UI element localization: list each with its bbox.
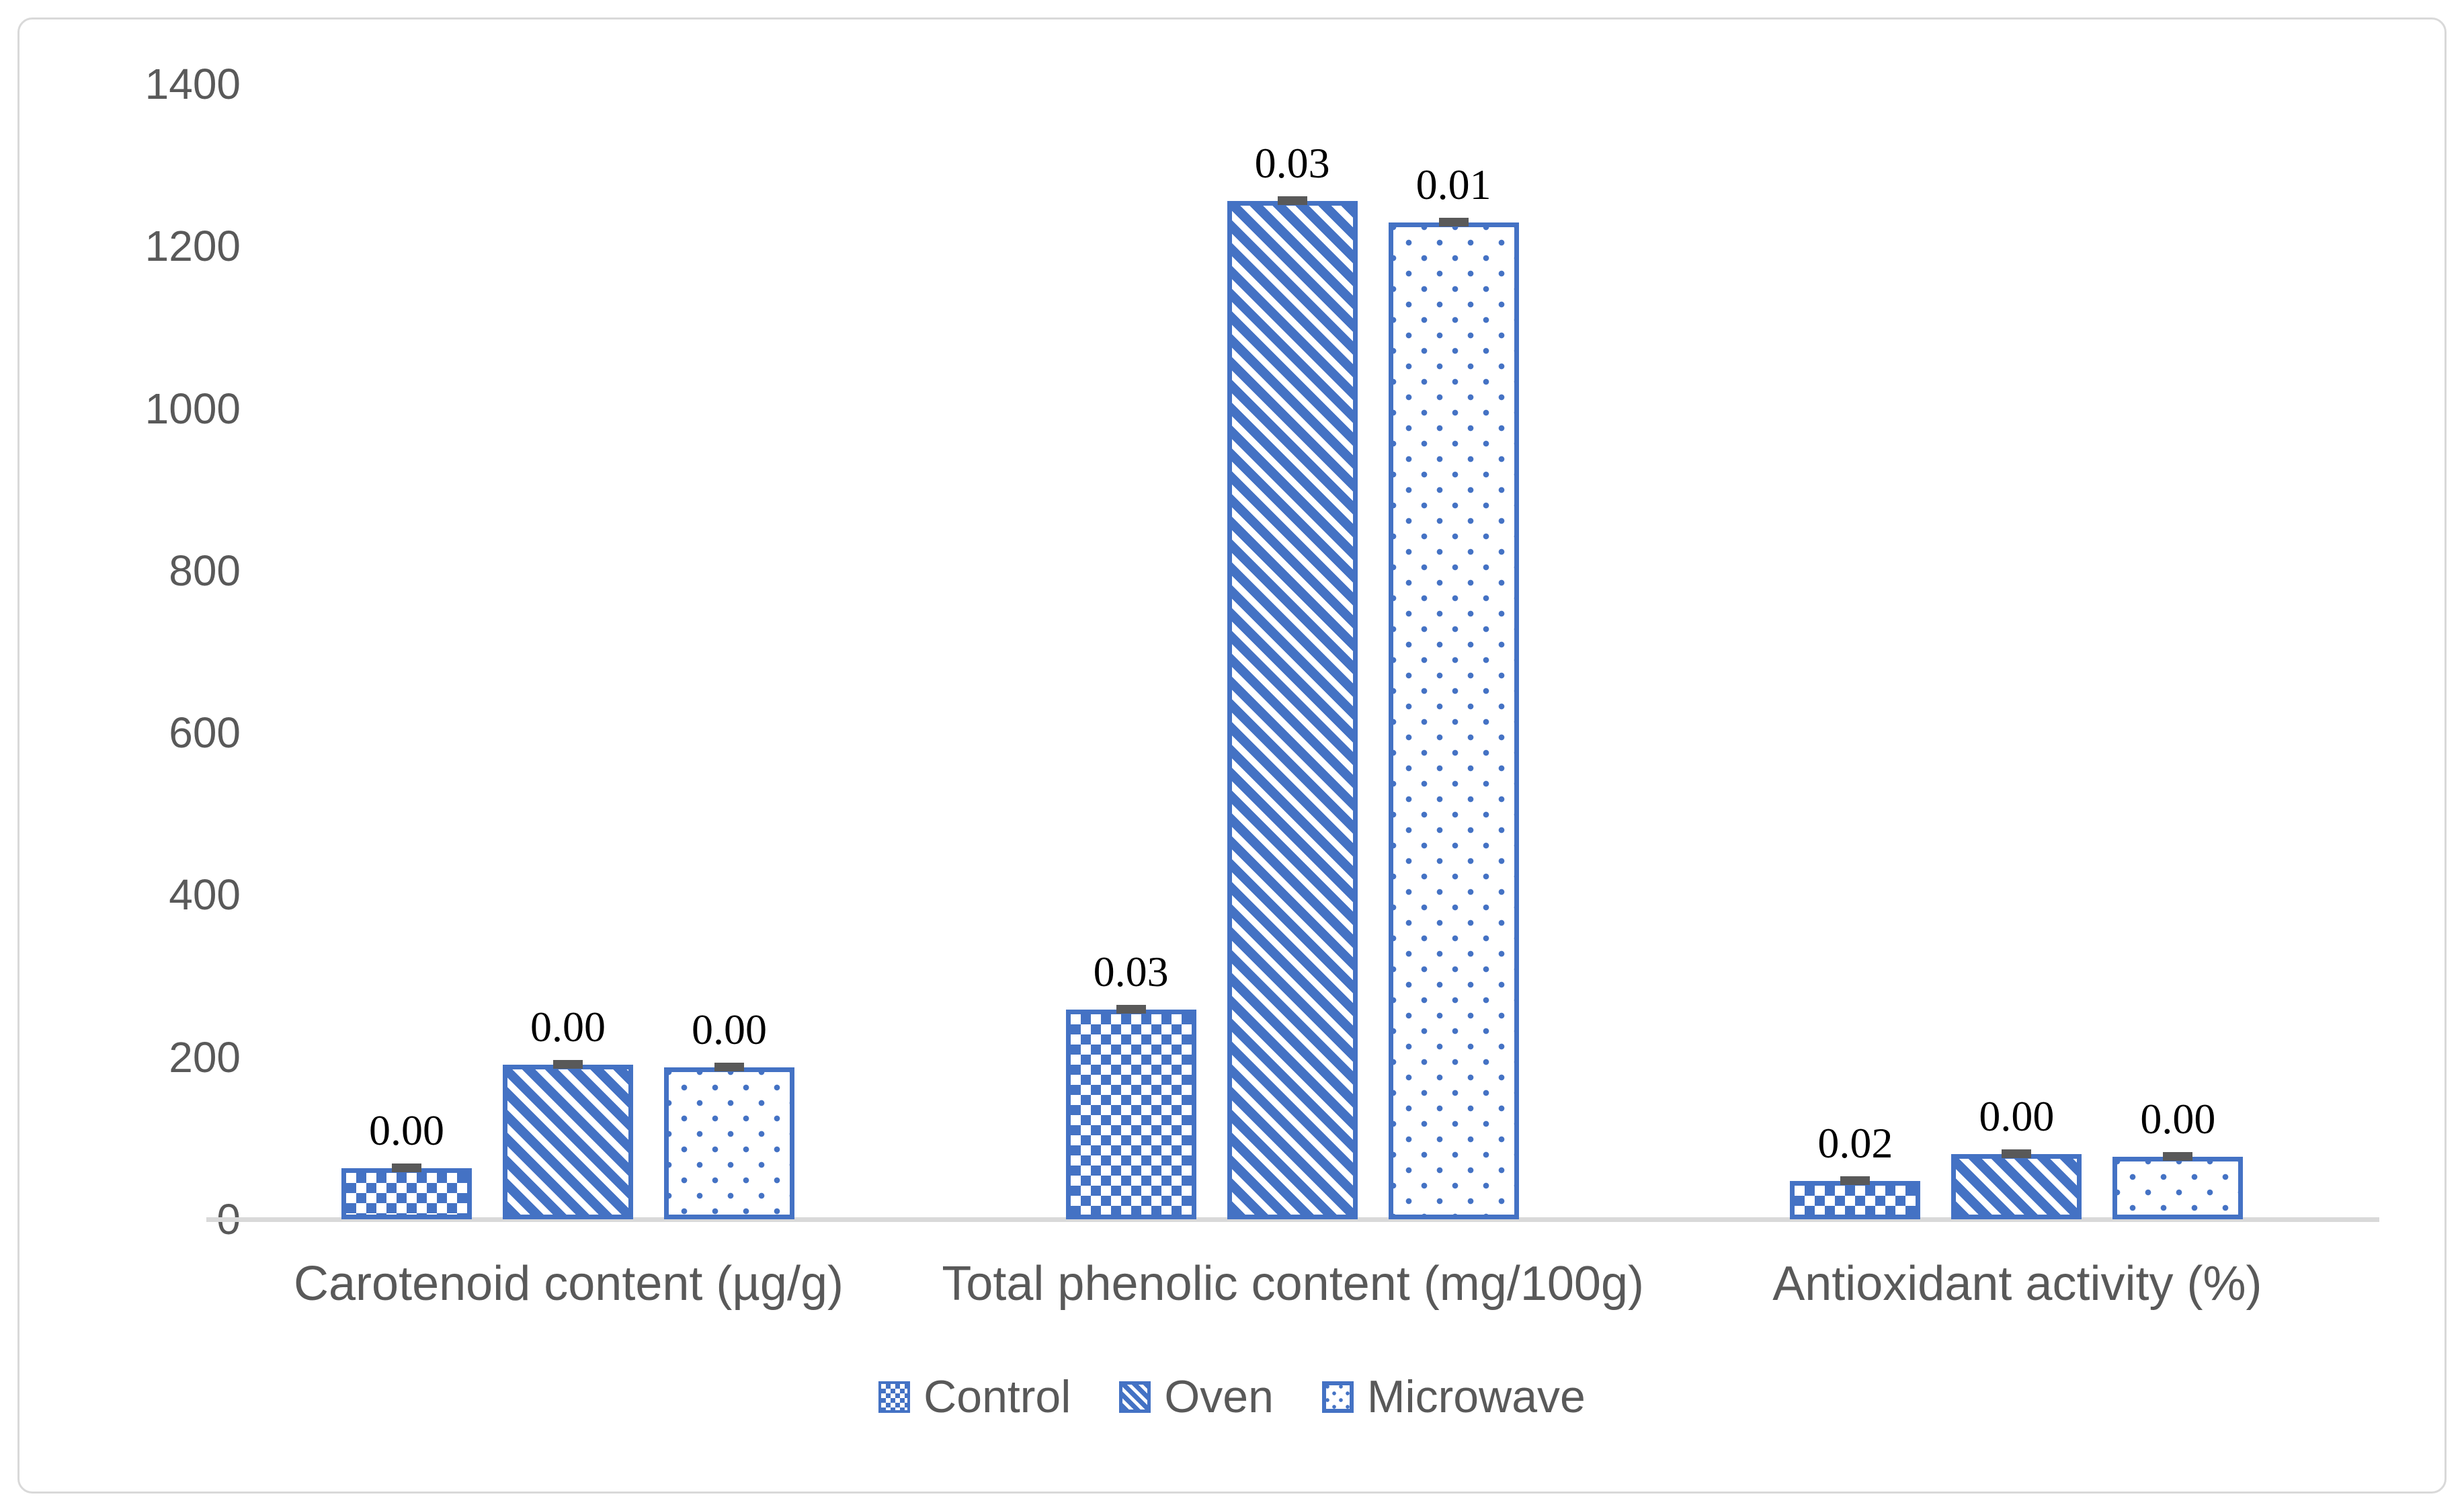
bar-microwave-1 bbox=[1388, 222, 1519, 1219]
error-bar-cap bbox=[714, 1063, 744, 1072]
legend-label: Control bbox=[923, 1371, 1071, 1422]
legend-label: Oven bbox=[1164, 1371, 1274, 1422]
bar-control-1 bbox=[1065, 1009, 1196, 1219]
error-bar-cap bbox=[1116, 1004, 1146, 1014]
bar-data-label: 0.01 bbox=[1415, 161, 1491, 209]
legend: Control Oven Microwave bbox=[0, 1370, 2464, 1424]
legend-item-oven: Oven bbox=[1119, 1374, 1274, 1420]
bar-control-2 bbox=[1790, 1181, 1921, 1219]
category-label: Antioxidant activity (%) bbox=[1772, 1257, 2262, 1311]
bar-data-label: 0.00 bbox=[1979, 1092, 2055, 1141]
y-tick-label: 1400 bbox=[145, 59, 241, 108]
legend-item-control: Control bbox=[878, 1374, 1071, 1420]
bar-oven-0 bbox=[503, 1064, 633, 1219]
bar-data-label: 0.03 bbox=[1093, 947, 1169, 995]
bar-oven-2 bbox=[1951, 1154, 2082, 1219]
legend-swatch-oven bbox=[1119, 1381, 1151, 1413]
legend-swatch-microwave bbox=[1321, 1381, 1354, 1413]
bar-data-label: 0.02 bbox=[1817, 1119, 1893, 1168]
error-bar-cap bbox=[1840, 1176, 1871, 1186]
legend-swatch-control bbox=[878, 1381, 911, 1413]
legend-label: Microwave bbox=[1366, 1371, 1586, 1422]
y-tick-label: 200 bbox=[169, 1032, 241, 1081]
y-tick-label: 1200 bbox=[145, 222, 241, 271]
legend-item-microwave: Microwave bbox=[1321, 1371, 1586, 1422]
bar-control-0 bbox=[341, 1168, 472, 1219]
category-label: Total phenolic content (mg/100g) bbox=[942, 1257, 1644, 1311]
bar-data-label: 0.00 bbox=[369, 1106, 444, 1154]
chart-border bbox=[17, 17, 2447, 1494]
error-bar-cap bbox=[2002, 1149, 2032, 1159]
error-bar-cap bbox=[1277, 196, 1307, 205]
bar-data-label: 0.03 bbox=[1254, 138, 1330, 187]
y-tick-label: 400 bbox=[169, 870, 241, 920]
error-bar-cap bbox=[2163, 1152, 2193, 1161]
y-tick-label: 1000 bbox=[145, 384, 241, 433]
bar-microwave-2 bbox=[2112, 1157, 2244, 1219]
y-tick-label: 600 bbox=[169, 708, 241, 758]
bar-data-label: 0.00 bbox=[530, 1002, 606, 1051]
y-tick-label: 800 bbox=[169, 546, 241, 595]
error-bar-cap bbox=[553, 1059, 583, 1069]
error-bar-cap bbox=[392, 1163, 421, 1172]
bar-oven-1 bbox=[1227, 200, 1358, 1219]
error-bar-cap bbox=[1438, 218, 1469, 227]
bar-microwave-0 bbox=[664, 1067, 794, 1219]
bar-data-label: 0.00 bbox=[2140, 1095, 2216, 1143]
x-axis-line bbox=[206, 1217, 2379, 1222]
bar-data-label: 0.00 bbox=[692, 1006, 767, 1054]
category-label: Carotenoid content (µg/g) bbox=[294, 1257, 844, 1311]
